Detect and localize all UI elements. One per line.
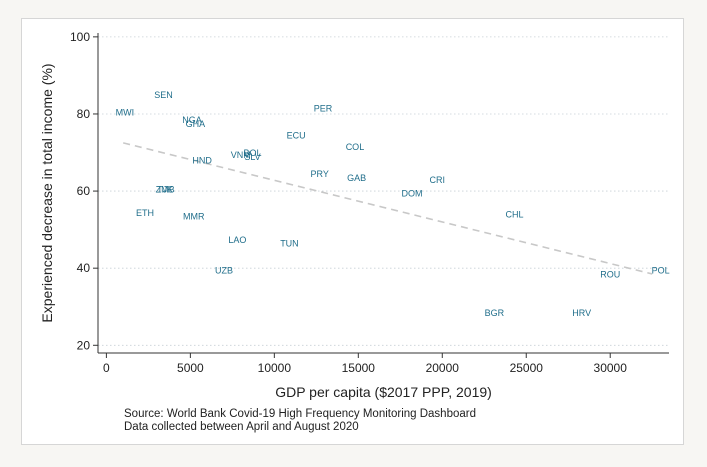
point-label: BOL: [243, 148, 261, 158]
point-label: POL: [652, 266, 670, 276]
point-label: TUN: [280, 239, 299, 249]
point-label: HND: [192, 156, 212, 166]
x-tick-label: 25000: [510, 361, 544, 375]
y-tick-label: 60: [77, 184, 91, 198]
point-label: UZB: [215, 266, 233, 276]
point-label: MWI: [116, 108, 135, 118]
point-label: PER: [314, 104, 333, 114]
point-label: CRI: [429, 175, 445, 185]
figure-frame: SEN MWI NGA GHA PER ECU COL HND VNM BOL SLV PRY GAB C…: [21, 18, 684, 445]
point-label: ECU: [287, 131, 306, 141]
tick-labels: 20 40 60 80 100 0 5000 10000 15000 20000 25000 3000…: [70, 30, 627, 375]
point-label: HRV: [572, 308, 591, 318]
point-label: CHL: [505, 210, 523, 220]
x-tick-label: 20000: [426, 361, 460, 375]
point-label: MMR: [183, 212, 205, 222]
point-label: NGA: [182, 115, 202, 125]
point-label: ZMB: [156, 185, 175, 195]
point-label: SLV: [244, 152, 260, 162]
point-label: ETH: [136, 208, 154, 218]
x-tick-label: 10000: [258, 361, 292, 375]
x-tick-label: 5000: [177, 361, 204, 375]
y-tick-label: 20: [77, 338, 91, 352]
x-tick-label: 0: [103, 361, 110, 375]
period-note: Data collected between April and August …: [124, 421, 359, 433]
point-label: PRY: [311, 169, 329, 179]
gridlines: [98, 36, 669, 346]
source-note: Source: World Bank Covid-19 High Frequen…: [124, 408, 476, 420]
fit-line: [122, 142, 653, 275]
point-label: GAB: [347, 173, 366, 183]
point-label: DOM: [402, 189, 423, 199]
point-label: LAO: [228, 235, 246, 245]
point-label: SEN: [154, 90, 173, 100]
point-label: BGR: [485, 308, 505, 318]
point-label: VNM: [231, 150, 251, 160]
y-axis-title: Experienced decrease in total income (%): [39, 63, 55, 322]
x-tick-label: 30000: [594, 361, 628, 375]
x-axis-title: GDP per capita ($2017 PPP, 2019): [275, 384, 492, 400]
y-tick-label: 40: [77, 261, 91, 275]
y-tick-label: 80: [77, 107, 91, 121]
point-label: TJK: [157, 185, 173, 195]
y-tick-label: 100: [70, 30, 90, 44]
x-tick-label: 15000: [342, 361, 376, 375]
point-label: ROU: [600, 269, 620, 279]
point-label: GHA: [186, 119, 206, 129]
point-label: COL: [346, 142, 365, 152]
